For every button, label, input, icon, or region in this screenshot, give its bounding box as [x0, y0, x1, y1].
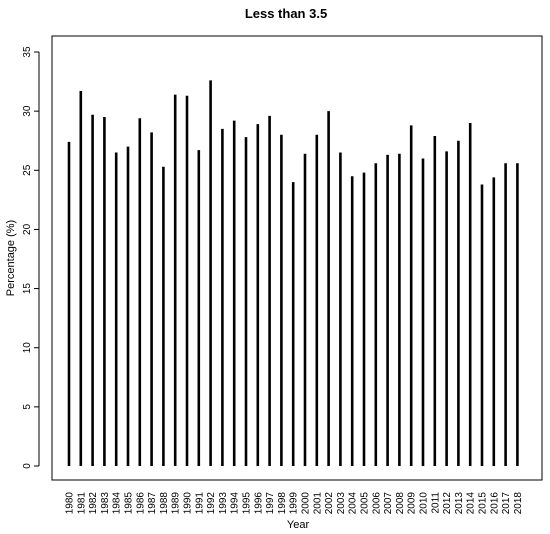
x-tick-label: 1987 — [147, 492, 158, 515]
x-tick-label: 1981 — [76, 492, 87, 515]
x-tick-label: 2010 — [419, 492, 430, 515]
y-tick-label: 30 — [22, 105, 33, 117]
plot-frame — [51, 35, 543, 481]
x-tick-label: 1995 — [242, 492, 253, 515]
x-tick-label: 1980 — [65, 492, 76, 515]
y-tick-label: 0 — [22, 463, 33, 469]
x-tick-label: 1997 — [265, 492, 276, 515]
x-tick-label: 2017 — [501, 492, 512, 515]
x-tick-label: 1988 — [159, 492, 170, 515]
y-tick-label: 10 — [22, 342, 33, 354]
bar-series — [67, 80, 519, 466]
x-tick-label: 2000 — [301, 492, 312, 515]
x-tick-label: 2007 — [383, 492, 394, 515]
x-tick-label: 1991 — [194, 492, 205, 515]
y-axis: 0 5 10 15 20 25 30 35 — [22, 46, 40, 469]
x-tick-label: 1996 — [253, 492, 264, 515]
y-tick-label: 5 — [22, 404, 33, 410]
x-axis: 1980 1981 1982 1983 1984 1985 1986 1987 1988 1989… — [65, 492, 524, 515]
x-tick-label: 1999 — [289, 492, 300, 515]
x-tick-label: 2014 — [466, 492, 477, 515]
x-tick-label: 2016 — [489, 492, 500, 515]
y-axis-label: Percentage (%) — [5, 220, 17, 296]
y-tick-label: 25 — [22, 164, 33, 176]
x-tick-label: 1984 — [112, 492, 123, 515]
x-tick-label: 2015 — [478, 492, 489, 515]
x-tick-label: 2018 — [513, 492, 524, 515]
x-tick-label: 2004 — [348, 492, 359, 515]
x-tick-label: 2013 — [454, 492, 465, 515]
x-tick-label: 1990 — [183, 492, 194, 515]
x-tick-label: 2008 — [395, 492, 406, 515]
x-tick-label: 1998 — [277, 492, 288, 515]
chart-title: Less than 3.5 — [245, 6, 327, 21]
x-tick-label: 2009 — [407, 492, 418, 515]
x-tick-label: 2006 — [371, 492, 382, 515]
x-tick-label: 2011 — [430, 492, 441, 514]
x-tick-label: 1985 — [124, 492, 135, 515]
x-tick-label: 1986 — [135, 492, 146, 515]
x-tick-label: 2005 — [360, 492, 371, 515]
y-tick-label: 20 — [22, 223, 33, 235]
x-axis-label: Year — [287, 519, 310, 531]
x-tick-label: 1983 — [100, 492, 111, 515]
y-tick-label: 15 — [22, 283, 33, 295]
x-tick-label: 1993 — [218, 492, 229, 515]
x-tick-label: 2002 — [324, 492, 335, 515]
x-tick-label: 1989 — [171, 492, 182, 515]
x-tick-label: 2003 — [336, 492, 347, 515]
y-tick-label: 35 — [22, 46, 33, 58]
x-tick-label: 1982 — [88, 492, 99, 515]
x-tick-label: 2001 — [312, 492, 323, 515]
x-tick-label: 1992 — [206, 492, 217, 515]
x-tick-label: 2012 — [442, 492, 453, 515]
x-tick-label: 1994 — [230, 492, 241, 515]
